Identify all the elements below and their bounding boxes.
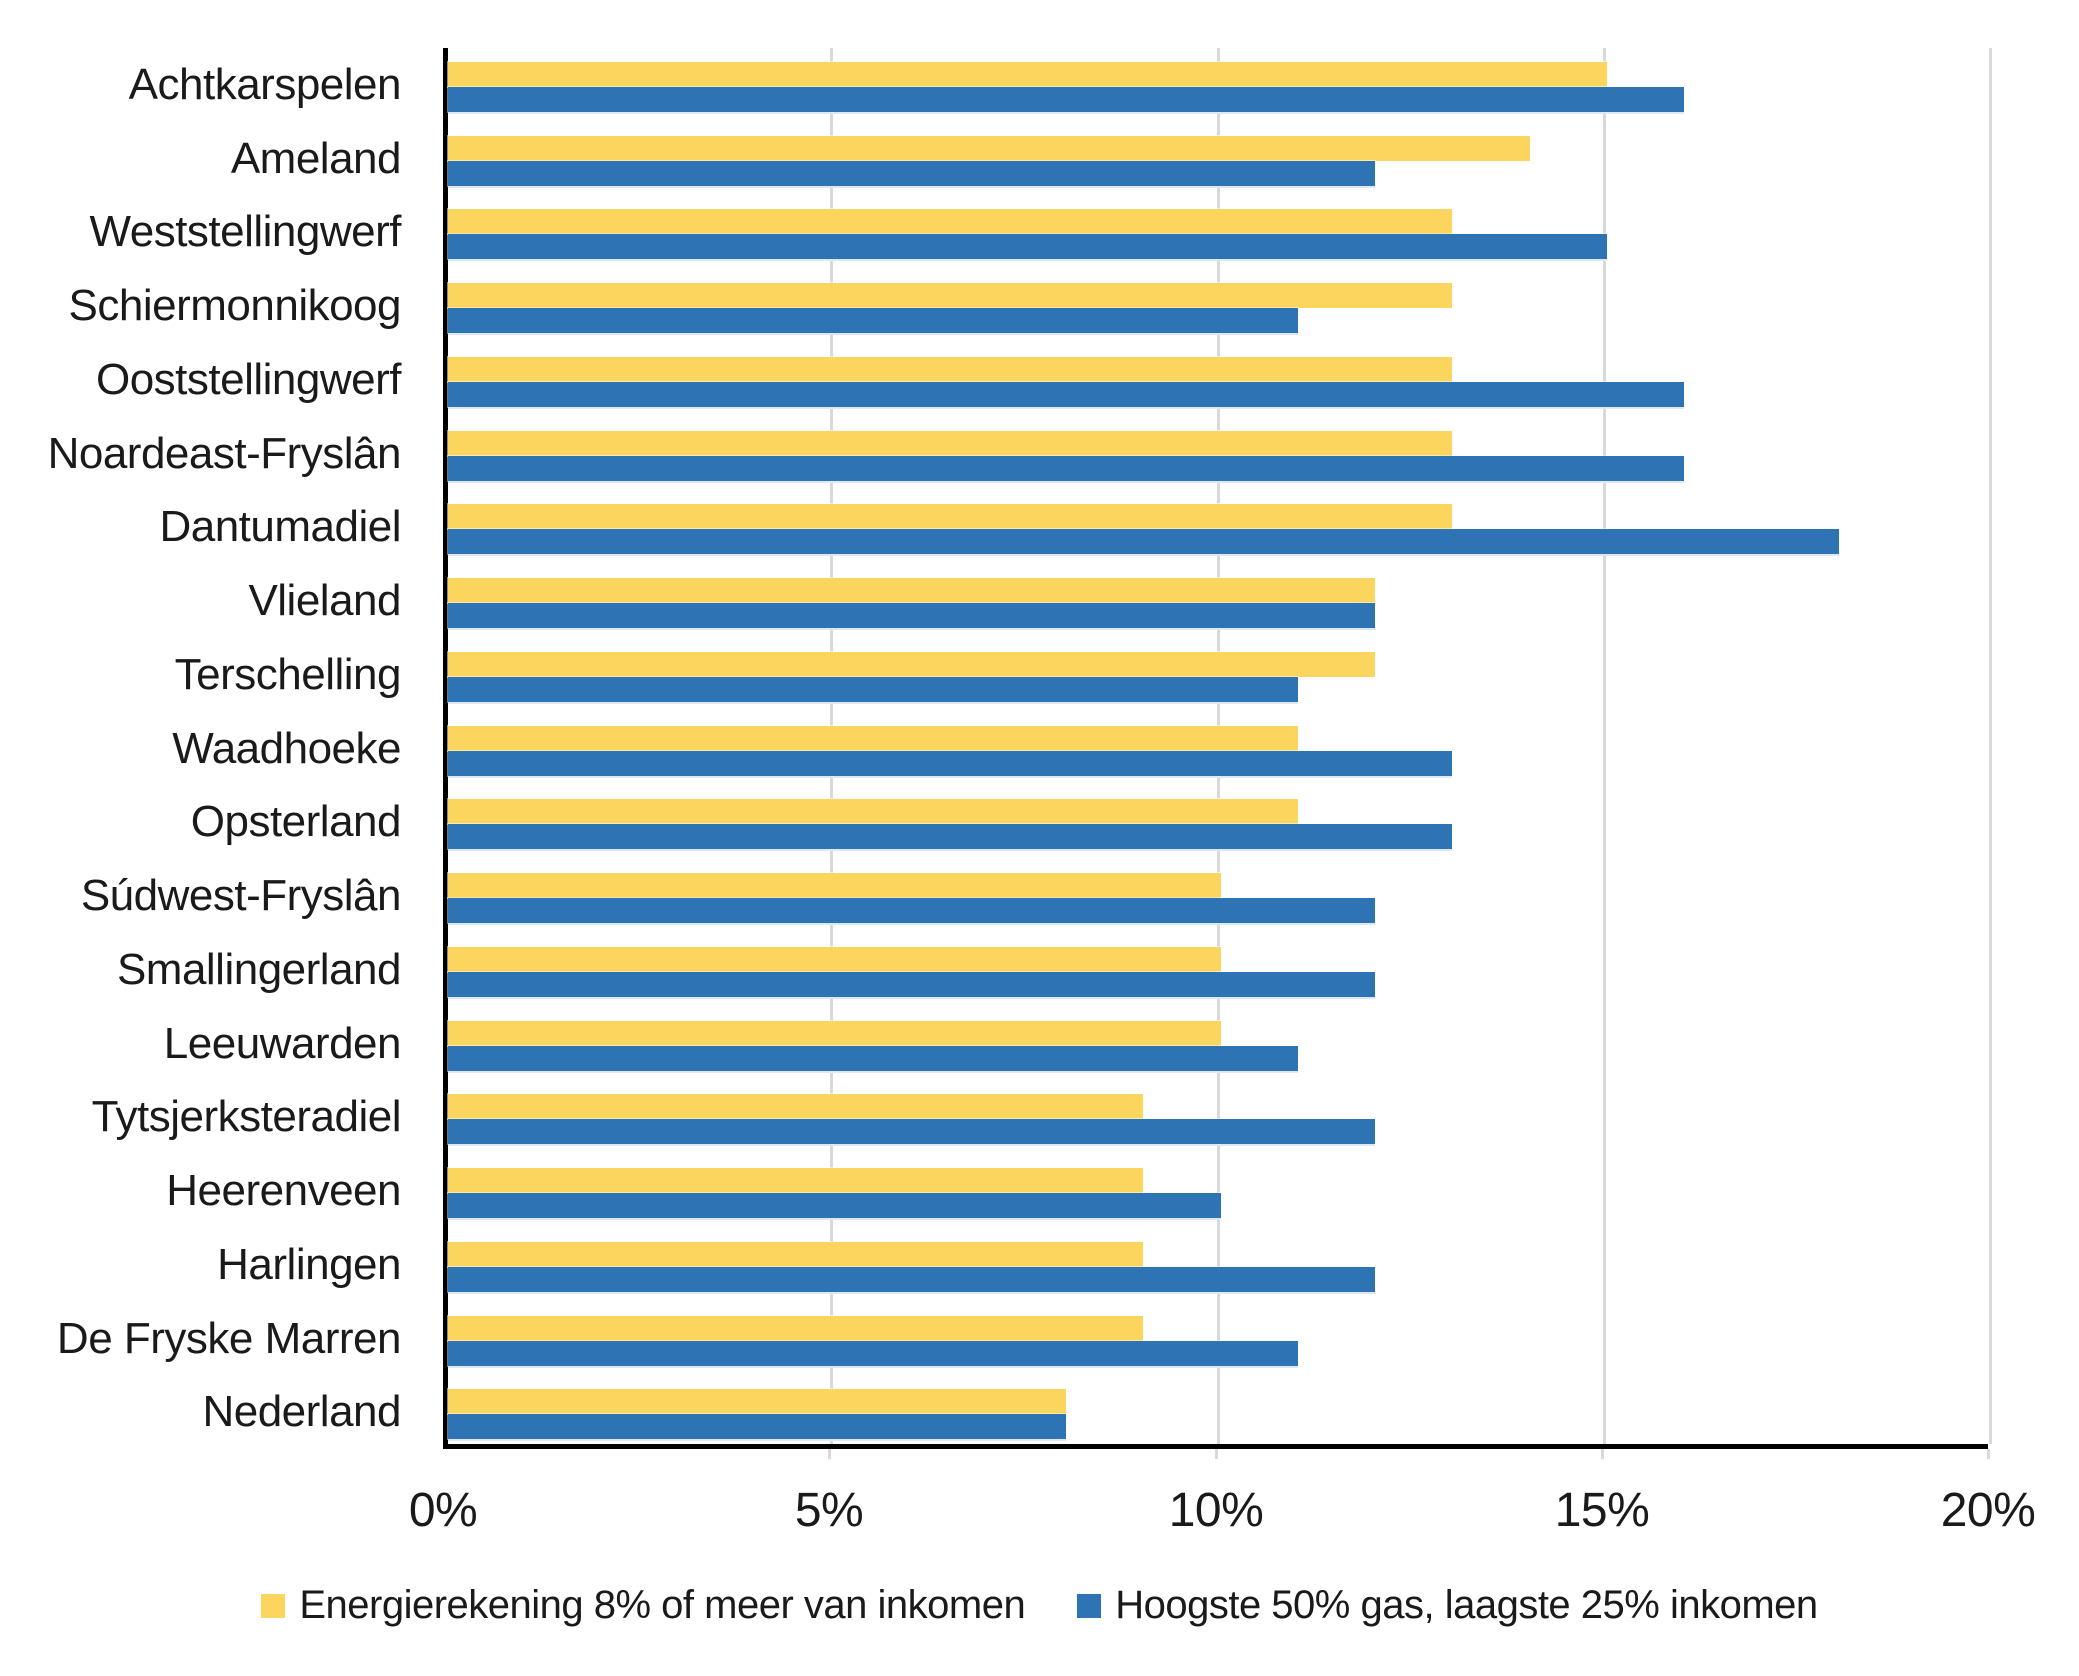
bar-energierekening-ooststellingwerf <box>448 357 1452 382</box>
legend-swatch-blue <box>1077 1593 1102 1618</box>
category-label-terschelling: Terschelling <box>174 650 402 699</box>
legend-label: Energierekening 8% of meer van inkomen <box>299 1583 1026 1627</box>
bar-hoogste-gas-smallingerland <box>448 972 1375 997</box>
bar-hoogste-gas-ameland <box>448 161 1375 186</box>
bar-hoogste-gas-de-fryske-marren <box>448 1341 1298 1366</box>
bar-energierekening-s-dwest-frysl-n <box>448 873 1221 898</box>
bar-energierekening-waadhoeke <box>448 726 1298 751</box>
bar-hoogste-gas-schiermonnikoog <box>448 308 1298 333</box>
x-tick-mark-5pct <box>828 1449 831 1459</box>
category-label-tytsjerksteradiel: Tytsjerksteradiel <box>91 1092 402 1141</box>
legend-item-hoogste-gas: Hoogste 50% gas, laagste 25% inkomen <box>1077 1583 1818 1628</box>
bar-energierekening-vlieland <box>448 578 1375 603</box>
bar-hoogste-gas-heerenveen <box>448 1193 1221 1218</box>
bar-hoogste-gas-achtkarspelen <box>448 87 1684 112</box>
category-label-opsterland: Opsterland <box>190 797 402 846</box>
bar-energierekening-nederland <box>448 1389 1066 1414</box>
gridline-15pct <box>1603 48 1606 1444</box>
bar-energierekening-tytsjerksteradiel <box>448 1094 1143 1119</box>
bar-energierekening-schiermonnikoog <box>448 283 1452 308</box>
bar-hoogste-gas-noardeast-frysl-n <box>448 456 1684 481</box>
category-label-smallingerland: Smallingerland <box>116 945 402 994</box>
bar-energierekening-weststellingwerf <box>448 209 1452 234</box>
category-label-ameland: Ameland <box>230 134 402 183</box>
legend-swatch-yellow <box>261 1593 286 1618</box>
x-tick-mark-20pct <box>1987 1449 1990 1459</box>
category-label-harlingen: Harlingen <box>217 1240 401 1289</box>
bar-energierekening-harlingen <box>448 1242 1143 1267</box>
bar-energierekening-de-fryske-marren <box>448 1316 1143 1341</box>
bar-energierekening-achtkarspelen <box>448 62 1607 87</box>
bar-energierekening-smallingerland <box>448 947 1221 972</box>
bar-hoogste-gas-opsterland <box>448 824 1452 849</box>
bar-hoogste-gas-dantumadiel <box>448 529 1839 554</box>
legend-item-energierekening: Energierekening 8% of meer van inkomen <box>261 1583 1026 1628</box>
x-tick-mark-10pct <box>1215 1449 1218 1459</box>
legend-label: Hoogste 50% gas, laagste 25% inkomen <box>1115 1583 1818 1627</box>
category-label-ooststellingwerf: Ooststellingwerf <box>95 355 402 404</box>
bar-hoogste-gas-waadhoeke <box>448 751 1452 776</box>
x-tick-mark-15pct <box>1601 1449 1604 1459</box>
category-label-heerenveen: Heerenveen <box>166 1166 401 1215</box>
category-label-waadhoeke: Waadhoeke <box>172 724 401 773</box>
bar-hoogste-gas-weststellingwerf <box>448 234 1607 259</box>
bar-energierekening-terschelling <box>448 652 1375 677</box>
bar-hoogste-gas-terschelling <box>448 677 1298 702</box>
category-label-s-dwest-frysl-n: Súdwest-Fryslân <box>80 871 402 920</box>
category-label-weststellingwerf: Weststellingwerf <box>89 207 401 256</box>
bar-hoogste-gas-leeuwarden <box>448 1046 1298 1071</box>
x-tick-label-15pct: 15% <box>1554 1484 1650 1537</box>
bar-hoogste-gas-s-dwest-frysl-n <box>448 898 1375 923</box>
bar-hoogste-gas-nederland <box>448 1414 1066 1439</box>
x-tick-label-10pct: 10% <box>1168 1484 1264 1537</box>
category-label-schiermonnikoog: Schiermonnikoog <box>68 281 402 330</box>
category-label-noardeast-frysl-n: Noardeast-Fryslân <box>47 429 402 478</box>
x-tick-label-20pct: 20% <box>1940 1484 2036 1537</box>
category-label-de-fryske-marren: De Fryske Marren <box>56 1314 402 1363</box>
bar-energierekening-leeuwarden <box>448 1021 1221 1046</box>
plot-area <box>443 48 1992 1449</box>
category-label-dantumadiel: Dantumadiel <box>159 502 401 551</box>
bar-hoogste-gas-tytsjerksteradiel <box>448 1119 1375 1144</box>
gridline-20pct <box>1989 48 1992 1444</box>
category-label-nederland: Nederland <box>202 1387 401 1436</box>
category-label-achtkarspelen: Achtkarspelen <box>128 60 402 109</box>
bar-energierekening-opsterland <box>448 799 1298 824</box>
x-tick-label-5pct: 5% <box>794 1484 864 1537</box>
bar-energierekening-ameland <box>448 136 1530 161</box>
bar-hoogste-gas-harlingen <box>448 1267 1375 1292</box>
category-label-vlieland: Vlieland <box>248 576 401 625</box>
bar-hoogste-gas-vlieland <box>448 603 1375 628</box>
bar-energierekening-heerenveen <box>448 1168 1143 1193</box>
legend: Energierekening 8% of meer van inkomen H… <box>0 1583 2079 1628</box>
x-tick-label-0pct: 0% <box>408 1484 478 1537</box>
bar-energierekening-dantumadiel <box>448 504 1452 529</box>
bar-energierekening-noardeast-frysl-n <box>448 431 1452 456</box>
bar-hoogste-gas-ooststellingwerf <box>448 382 1684 407</box>
category-label-leeuwarden: Leeuwarden <box>163 1019 402 1068</box>
